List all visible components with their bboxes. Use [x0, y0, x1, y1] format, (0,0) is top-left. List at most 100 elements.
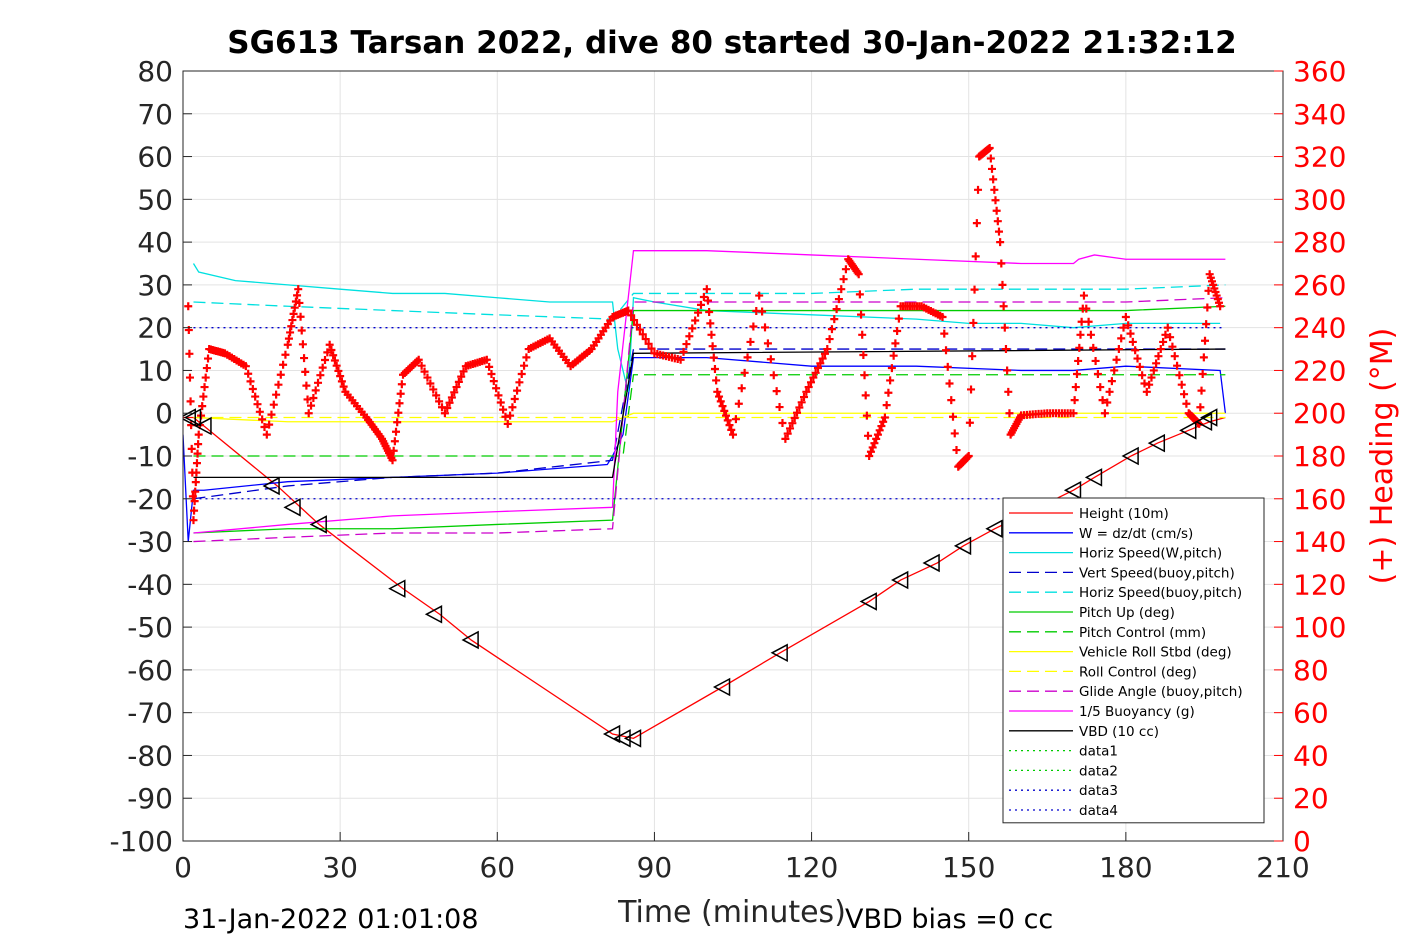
heading-point [731, 415, 740, 424]
heading-point [435, 397, 444, 406]
heading-point [1168, 342, 1177, 351]
y-left-tick-label: -40 [127, 568, 173, 601]
heading-point [329, 351, 338, 360]
heading-point [696, 300, 705, 309]
heading-point [1005, 409, 1014, 418]
heading-point [775, 403, 784, 412]
y-left-tick-label: -10 [127, 440, 173, 473]
y-right-tick-label: 140 [1293, 526, 1346, 559]
y-left-tick-label: -20 [127, 483, 173, 516]
legend: Height (10m) W = dz/dt (cm/s) Horiz Speed(… [1002, 497, 1265, 824]
heading-point [1121, 312, 1130, 321]
y-right-tick-label: 20 [1293, 782, 1329, 815]
heading-point [965, 418, 974, 427]
heading-point [302, 381, 311, 390]
heading-point [392, 427, 401, 436]
y-right-tick-label: 80 [1293, 654, 1329, 687]
heading-point [454, 377, 463, 386]
heading-point [938, 312, 947, 321]
heading-point [284, 334, 293, 343]
axis-ticks: 0 30 60 90 120 150 180 21080706050403020100-10-… [109, 55, 1346, 884]
heading-point [816, 359, 825, 368]
heading-point [443, 403, 452, 412]
heading-point [440, 409, 449, 418]
heading-point [870, 439, 879, 448]
y-right-tick-label: 260 [1293, 269, 1346, 302]
heading-point [783, 429, 792, 438]
heading-point [1076, 330, 1085, 339]
heading-point [860, 371, 869, 380]
heading-point [327, 346, 336, 355]
y-right-tick-label: 360 [1293, 55, 1346, 88]
x-tick-label: 60 [479, 851, 515, 884]
x-tick-label: 180 [1099, 851, 1152, 884]
heading-point [884, 388, 893, 397]
heading-point [947, 396, 956, 405]
heading-point [253, 400, 262, 409]
heading-point [1003, 366, 1012, 375]
heading-point [811, 368, 820, 377]
heading-point [795, 403, 804, 412]
heading-point [858, 330, 867, 339]
heading-point [949, 412, 957, 421]
series-line [193, 348, 1226, 479]
heading-point [1152, 359, 1161, 368]
series-line [183, 416, 1226, 740]
heading-point [192, 468, 201, 477]
heading-point [190, 497, 199, 506]
heading-point [200, 383, 209, 392]
vbd-marker [183, 408, 202, 427]
heading-point [688, 324, 697, 333]
series-line [192, 263, 1221, 392]
legend-label: Glide Angle (buoy,pitch) [1079, 684, 1243, 700]
heading-point [1147, 373, 1156, 382]
heading-point [492, 384, 501, 393]
heading-point [189, 516, 198, 525]
heading-point [632, 320, 641, 329]
heading-point [426, 379, 435, 388]
heading-point [854, 270, 863, 279]
heading-point [185, 349, 194, 358]
heading-point [1089, 343, 1098, 352]
heading-point [740, 368, 749, 377]
heading-point [289, 309, 298, 318]
y-right-tick-label: 200 [1293, 397, 1346, 430]
heading-point [997, 259, 1006, 268]
heading-point [274, 380, 283, 389]
y-left-tick-label: 50 [137, 183, 173, 216]
heading-point [489, 377, 498, 386]
heading-point [635, 325, 644, 334]
heading-point [423, 373, 432, 382]
heading-point [755, 291, 764, 300]
heading-point [1196, 403, 1205, 412]
heading-point [508, 403, 517, 412]
heading-point [414, 355, 423, 364]
heading-point [192, 459, 201, 468]
heading-point [452, 383, 461, 392]
heading-point [998, 280, 1007, 289]
y-left-tick-label: -80 [127, 739, 173, 772]
heading-point [766, 355, 775, 364]
heading-point [503, 419, 512, 428]
heading-point [1198, 370, 1207, 379]
heading-point [318, 363, 327, 372]
heading-point [758, 307, 767, 316]
y-right-tick-label: 180 [1293, 440, 1346, 473]
heading-point [963, 453, 972, 462]
x-tick-label: 30 [322, 851, 358, 884]
heading-point [1156, 345, 1165, 354]
heading-point [996, 238, 1005, 247]
heading-point [1180, 390, 1189, 399]
heading-point [395, 399, 404, 408]
heading-point [987, 164, 996, 173]
heading-point [725, 421, 734, 430]
heading-point [886, 376, 895, 385]
heading-point [971, 252, 980, 261]
vbd-marker [985, 519, 1003, 538]
heading-point [769, 371, 778, 380]
heading-point [1100, 409, 1109, 418]
heading-point [952, 446, 961, 455]
heading-point [1128, 337, 1137, 346]
heading-point [723, 416, 732, 425]
heading-point [1091, 356, 1100, 365]
